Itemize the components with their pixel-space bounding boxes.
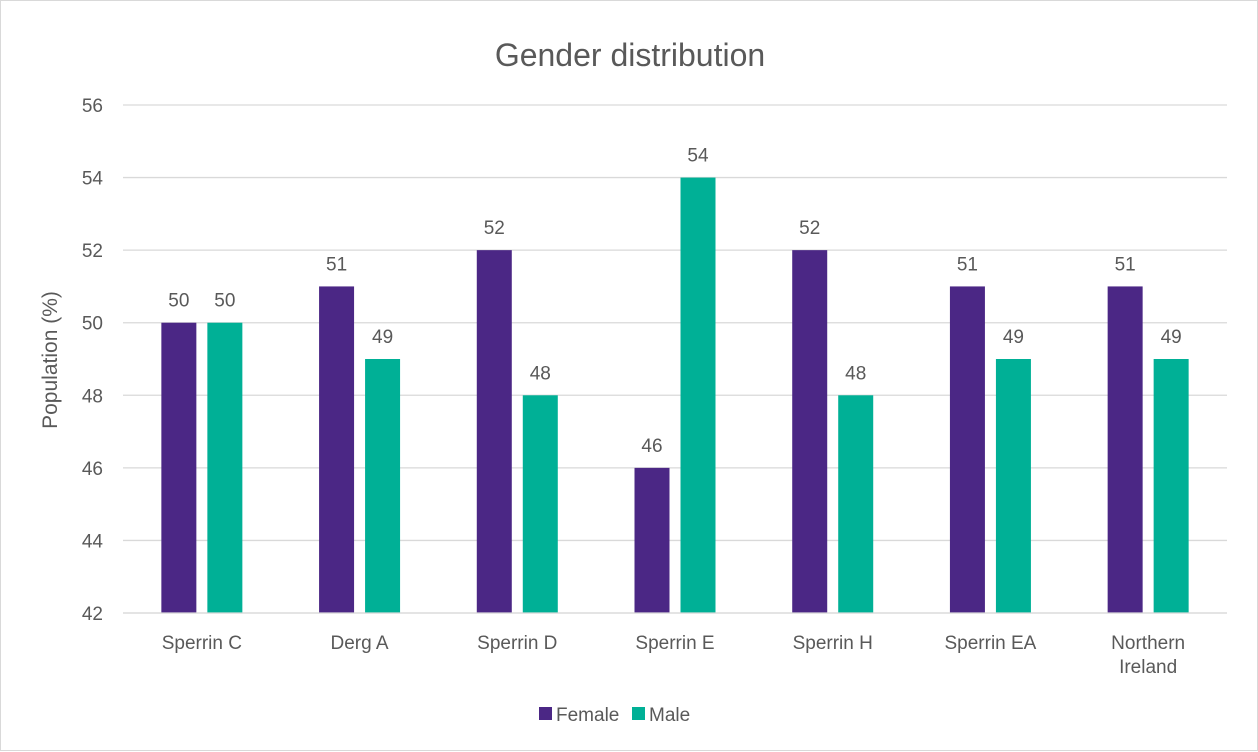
y-tick-label: 52: [82, 241, 103, 262]
legend-swatch-female: [539, 707, 552, 720]
y-axis: 42 44 46 48 50 52 54 56: [82, 96, 104, 625]
bar-female: [477, 250, 512, 613]
data-label: 51: [957, 254, 978, 275]
bar-male: [523, 395, 558, 613]
data-label: 49: [1161, 327, 1182, 348]
legend: Female Male: [539, 705, 690, 726]
bar-male: [1154, 359, 1189, 613]
x-tick-label: Sperrin C: [162, 633, 242, 654]
data-label: 50: [214, 291, 235, 312]
y-tick-label: 44: [82, 531, 104, 552]
bar-female: [950, 286, 985, 613]
data-label: 49: [372, 327, 393, 348]
data-label: 49: [1003, 327, 1024, 348]
y-tick-label: 42: [82, 604, 103, 625]
bar-male: [365, 359, 400, 613]
x-tick-label: Sperrin H: [793, 633, 873, 654]
legend-label-female: Female: [556, 705, 619, 726]
x-tick-label: Northern Ireland: [1111, 633, 1185, 678]
x-tick-label: Sperrin D: [477, 633, 557, 654]
bar-male: [996, 359, 1031, 613]
y-tick-label: 54: [82, 169, 104, 190]
x-tick-label: Sperrin E: [635, 633, 714, 654]
x-axis: Sperrin C Derg A Sperrin D Sperrin E Sperrin…: [123, 613, 1227, 678]
bar-female: [319, 286, 354, 613]
y-tick-label: 56: [82, 96, 103, 117]
bar-female: [635, 468, 670, 613]
x-tick-label: Derg A: [331, 633, 389, 654]
chart-title: Gender distribution: [495, 37, 765, 73]
bar-female: [1108, 286, 1143, 613]
y-tick-label: 46: [82, 459, 103, 480]
y-tick-label: 50: [82, 314, 103, 335]
legend-swatch-male: [632, 707, 645, 720]
data-label: 48: [530, 363, 551, 384]
data-label: 52: [799, 218, 820, 239]
y-tick-label: 48: [82, 386, 103, 407]
data-label: 51: [326, 254, 347, 275]
bar-male: [681, 178, 716, 613]
x-tick-label: Sperrin EA: [944, 633, 1036, 654]
y-axis-label: Population (%): [39, 291, 62, 429]
bar-female: [161, 323, 196, 613]
gridlines: [123, 105, 1227, 613]
data-label: 51: [1115, 254, 1136, 275]
data-label: 54: [687, 146, 709, 167]
bar-male: [838, 395, 873, 613]
bar-male: [207, 323, 242, 613]
data-label: 46: [641, 436, 662, 457]
data-label: 48: [845, 363, 866, 384]
data-label: 52: [484, 218, 505, 239]
bar-female: [792, 250, 827, 613]
legend-label-male: Male: [649, 705, 690, 726]
data-label: 50: [168, 291, 189, 312]
